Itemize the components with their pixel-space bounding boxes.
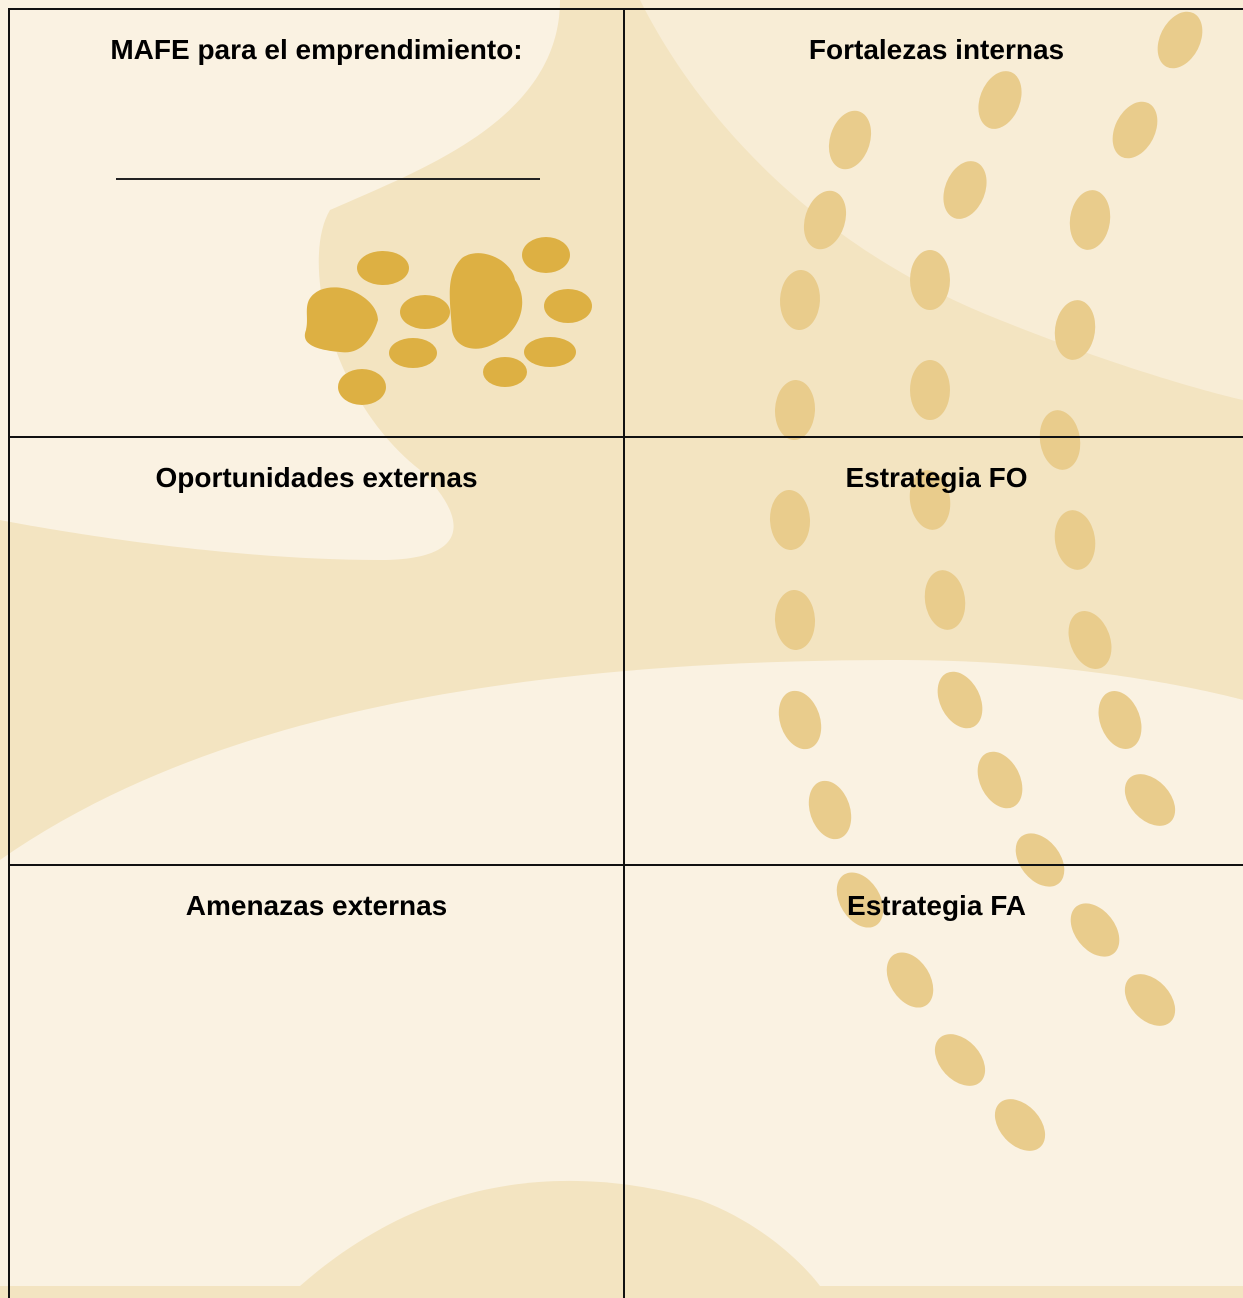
bean <box>1124 974 1176 1026</box>
bean <box>774 590 816 650</box>
cell: MAFE para el emprendimiento: <box>8 8 623 436</box>
bean <box>977 751 1023 809</box>
bean <box>978 71 1022 129</box>
bean-trails <box>769 11 1203 1151</box>
bg-shape <box>300 1180 820 1286</box>
blobs <box>304 237 592 405</box>
bean <box>836 872 884 928</box>
bean <box>1054 510 1096 570</box>
cell-title: MAFE para el emprendimiento: <box>110 34 523 65</box>
mafe-grid: MAFE para el emprendimiento: Fortalezas … <box>8 8 1243 1298</box>
bean <box>1070 903 1120 957</box>
bean <box>779 270 821 330</box>
bean <box>1068 611 1112 669</box>
bean <box>778 690 822 750</box>
cell-title: Estrategia FO <box>845 462 1028 493</box>
bean <box>1098 691 1142 749</box>
cell: Amenazas externas <box>8 864 623 1298</box>
blank-line <box>116 178 540 180</box>
cell-title: Estrategia FA <box>847 890 1026 921</box>
cell: Estrategia FO <box>623 436 1243 864</box>
bg-shape <box>0 0 560 560</box>
bean <box>828 110 872 170</box>
bean <box>1112 101 1158 159</box>
bean <box>910 360 950 420</box>
bean <box>769 490 811 550</box>
bean <box>803 190 847 250</box>
bean <box>1124 774 1176 826</box>
cell-title: Oportunidades externas <box>155 462 478 493</box>
bean <box>934 1034 986 1086</box>
bean <box>910 250 950 310</box>
bg-shape <box>0 660 1243 1286</box>
cell-title: Amenazas externas <box>185 890 448 921</box>
bean <box>774 380 816 440</box>
bean <box>808 780 852 840</box>
cell: Oportunidades externas <box>8 436 623 864</box>
cell: Estrategia FA <box>623 864 1243 1298</box>
cell-title: Fortalezas internas <box>808 34 1065 65</box>
bean <box>909 470 951 530</box>
bean <box>994 1099 1046 1151</box>
bean <box>1039 410 1081 470</box>
bean <box>943 161 987 219</box>
bg-shape <box>640 0 1243 400</box>
bean <box>937 671 983 729</box>
bean <box>1069 190 1111 250</box>
bean <box>1157 11 1203 69</box>
bean <box>924 570 966 630</box>
bean <box>886 952 934 1008</box>
bean <box>1054 300 1096 360</box>
cell: Fortalezas internas <box>623 8 1243 436</box>
bean <box>1015 833 1065 887</box>
